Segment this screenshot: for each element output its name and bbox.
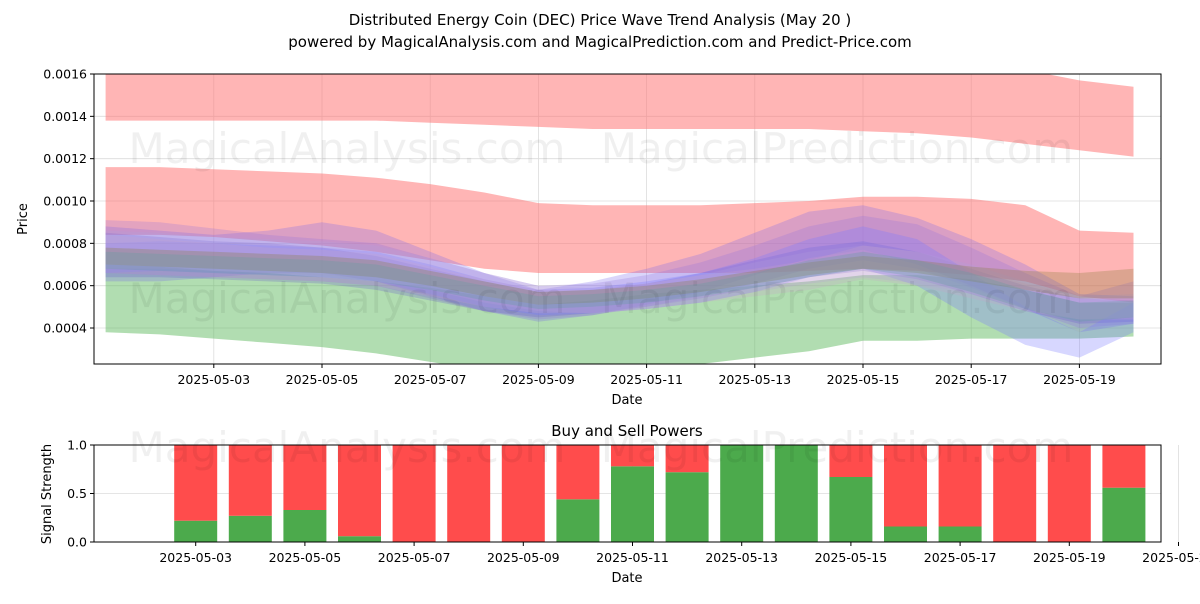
sell-power-bar <box>174 445 218 521</box>
price-xtick-label: 2025-05-19 <box>1043 372 1116 387</box>
sell-power-bar <box>392 445 436 542</box>
price-xtick-label: 2025-05-17 <box>935 372 1008 387</box>
powers-ytick-label: 0.0 <box>67 535 87 550</box>
buy-power-bar <box>665 472 709 542</box>
buy-power-bar <box>283 510 327 542</box>
price-xtick-label: 2025-05-07 <box>394 372 467 387</box>
sell-power-bar <box>338 445 381 537</box>
powers-ytick-label: 0.5 <box>67 486 87 501</box>
powers-xtick-label: 2025-05-03 <box>159 550 232 565</box>
watermark-right: MagicalPrediction.com <box>601 124 1074 173</box>
price-band-1 <box>105 74 1134 157</box>
price-band-5 <box>105 215 1134 328</box>
buy-power-bar <box>556 499 600 542</box>
powers-xtick-label: 2025-05-17 <box>924 550 997 565</box>
sell-power-bar <box>283 445 327 510</box>
price-band-10 <box>105 247 1134 305</box>
price-ytick-label: 0.0008 <box>43 236 87 251</box>
sell-power-bar <box>665 445 709 473</box>
watermark-right-2: MagicalPrediction.com <box>601 274 1074 323</box>
price-chart-ticks: 0.0004 0.0006 0.0008 0.0010 0.0012 0.0014 0.00… <box>43 67 1116 388</box>
powers-chart-watermark: MagicalAnalysis.com MagicalPrediction.co… <box>129 423 1074 472</box>
powers-xtick-label: 2025-05-13 <box>705 550 778 565</box>
chart-subtitle: powered by MagicalAnalysis.com and Magic… <box>288 33 912 51</box>
price-band-11 <box>105 251 1134 322</box>
price-ytick-label: 0.0010 <box>43 194 87 209</box>
sell-power-bar <box>1047 445 1091 542</box>
price-wave-bands <box>105 74 1134 364</box>
buy-power-bar <box>228 515 272 542</box>
price-band-7 <box>105 226 1134 358</box>
watermark-right-3: MagicalPrediction.com <box>601 423 1074 472</box>
price-chart-watermark: MagicalAnalysis.com MagicalPrediction.co… <box>129 124 1074 323</box>
sell-power-bar <box>884 445 927 527</box>
powers-chart-title: Buy and Sell Powers <box>551 422 703 440</box>
powers-xtick-label: 2025-05-07 <box>378 550 451 565</box>
price-xtick-label: 2025-05-03 <box>177 372 250 387</box>
price-band-2 <box>105 167 1134 303</box>
chart-title: Distributed Energy Coin (DEC) Price Wave… <box>349 11 852 29</box>
watermark-left-2: MagicalAnalysis.com <box>129 274 566 323</box>
buy-power-bar <box>611 466 654 542</box>
buy-power-bar <box>174 520 218 542</box>
powers-xtick-label: 2025-05-05 <box>269 550 342 565</box>
price-ytick-label: 0.0012 <box>43 151 87 166</box>
price-xtick-label: 2025-05-09 <box>502 372 575 387</box>
price-band-9 <box>105 234 1134 320</box>
powers-chart-ylabel: Signal Strength <box>40 444 55 544</box>
sell-power-bar <box>611 445 654 467</box>
price-band-4 <box>105 205 1134 333</box>
sell-power-bar <box>556 445 600 500</box>
price-chart-frame <box>93 73 1162 365</box>
buy-power-bar <box>884 526 927 542</box>
powers-chart-bars <box>174 445 1146 542</box>
sell-power-bar <box>447 445 491 542</box>
powers-xtick-label: 2025-05-19 <box>1033 550 1106 565</box>
powers-ytick-label: 1.0 <box>67 438 87 453</box>
sell-power-bar <box>228 445 272 516</box>
price-chart-ylabel: Price <box>16 203 31 235</box>
sell-power-bar <box>1102 445 1146 488</box>
price-band-8 <box>105 230 1134 320</box>
buy-power-bar <box>1102 487 1146 542</box>
sell-power-bar <box>993 445 1037 542</box>
watermark-left: MagicalAnalysis.com <box>129 124 566 173</box>
buy-power-bar <box>938 526 982 542</box>
price-ytick-label: 0.0016 <box>43 67 87 82</box>
price-xtick-label: 2025-05-11 <box>610 372 683 387</box>
buy-power-bar <box>720 445 764 542</box>
price-chart-xlabel: Date <box>611 393 642 408</box>
sell-power-bar <box>829 445 873 477</box>
price-xtick-label: 2025-05-13 <box>718 372 791 387</box>
buy-power-bar <box>774 445 818 542</box>
price-ytick-label: 0.0004 <box>43 321 87 336</box>
price-band-3 <box>105 264 1134 364</box>
sell-power-bar <box>501 445 545 542</box>
price-xtick-label: 2025-05-15 <box>827 372 900 387</box>
price-ytick-label: 0.0006 <box>43 278 87 293</box>
powers-xtick-label: 2025-05-09 <box>487 550 560 565</box>
sell-power-bar <box>938 445 982 527</box>
powers-xtick-label: 2025-05-15 <box>815 550 888 565</box>
powers-chart-xlabel: Date <box>611 571 642 586</box>
watermark-left-3: MagicalAnalysis.com <box>129 423 566 472</box>
price-ytick-label: 0.0014 <box>43 109 87 124</box>
powers-chart-ticks: 0.0 0.5 1.0 2025-05-03 2025-05-05 2025-05-07 2… <box>67 438 1200 566</box>
powers-xtick-label: 2025-05-21 <box>1142 550 1200 565</box>
buy-power-bar <box>829 477 873 542</box>
price-xtick-label: 2025-05-05 <box>286 372 359 387</box>
powers-xtick-label: 2025-05-11 <box>596 550 669 565</box>
buy-power-bar <box>338 536 381 542</box>
price-band-6 <box>105 232 1134 324</box>
